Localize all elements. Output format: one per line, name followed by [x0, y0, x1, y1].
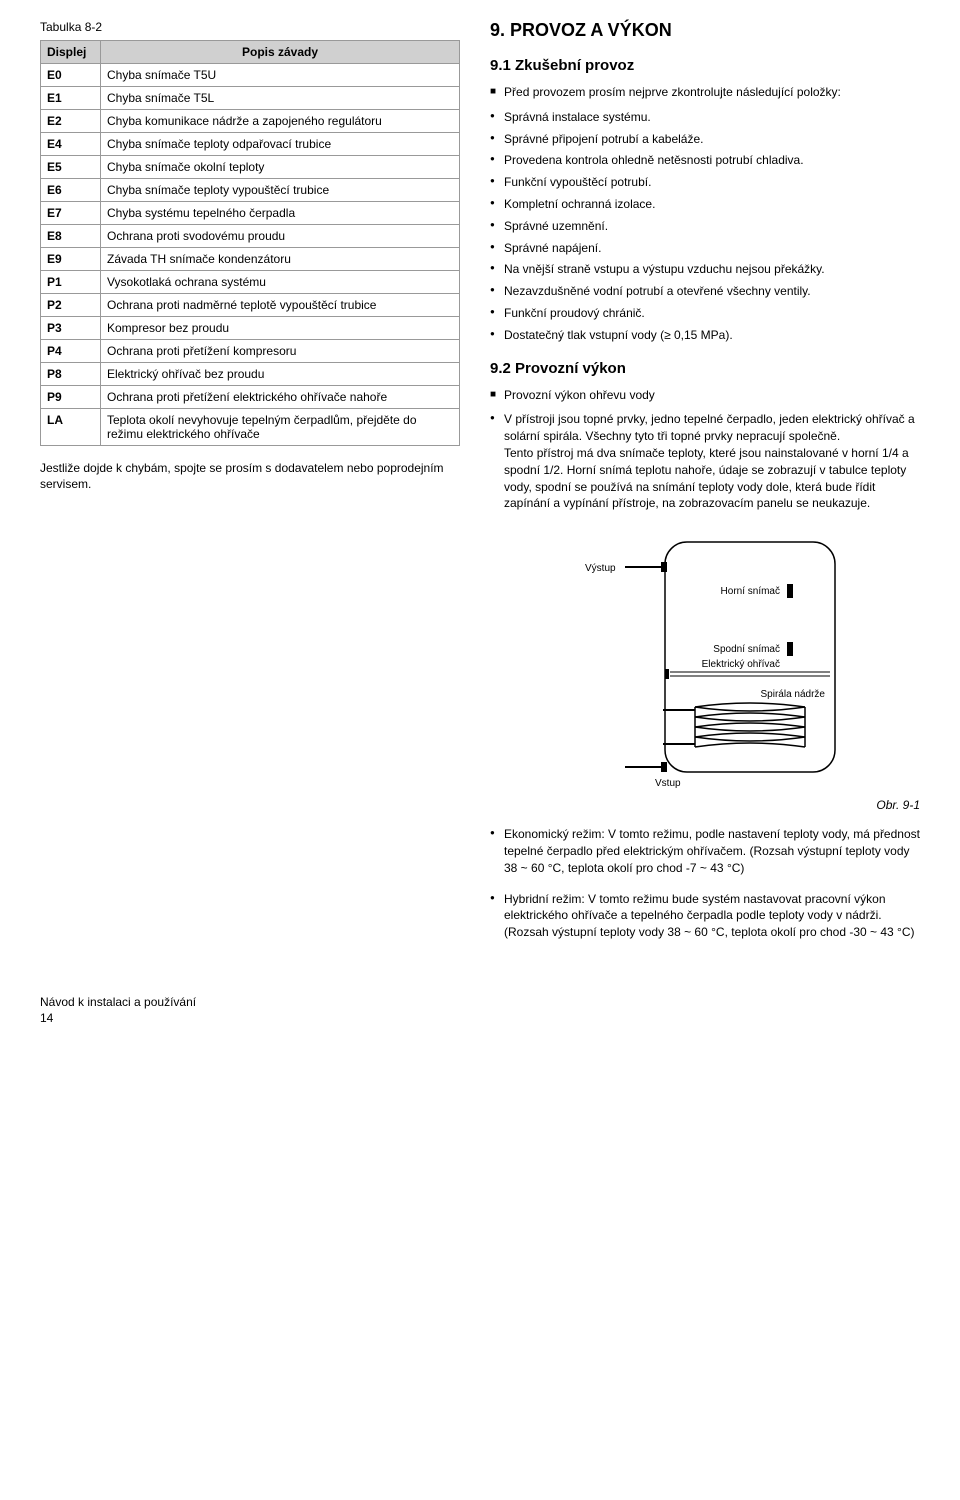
error-code: E5 [41, 156, 101, 179]
list-item: Na vnější straně vstupu a výstupu vzduch… [490, 261, 920, 278]
table-header-code: Displej [41, 41, 101, 64]
section-9-2-title: 9.2 Provozní výkon [490, 360, 920, 377]
error-desc: Ochrana proti přetížení kompresoru [101, 340, 460, 363]
diagram-label-vystup: Výstup [585, 563, 616, 574]
list-item: Funkční proudový chránič. [490, 305, 920, 322]
diagram-label-spirala: Spirála nádrže [761, 689, 826, 700]
error-desc: Chyba systému tepelného čerpadla [101, 202, 460, 225]
error-code: E9 [41, 248, 101, 271]
section-9-1-lead: ■ Před provozem prosím nejprve zkontrolu… [490, 84, 920, 101]
list-item: Hybridní režim: V tomto režimu bude syst… [490, 891, 920, 941]
error-desc: Ochrana proti svodovému proudu [101, 225, 460, 248]
error-code: E8 [41, 225, 101, 248]
list-item: Správné připojení potrubí a kabeláže. [490, 131, 920, 148]
error-code: P4 [41, 340, 101, 363]
section-9-2-para: V přístroji jsou topné prvky, jedno tepe… [490, 411, 920, 512]
section-9-2-modes-list: Ekonomický režim: V tomto režimu, podle … [490, 826, 920, 941]
table-row: P8Elektrický ohřívač bez proudu [41, 363, 460, 386]
table-row: E1Chyba snímače T5L [41, 87, 460, 110]
error-desc: Ochrana proti přetížení elektrického ohř… [101, 386, 460, 409]
error-desc: Vysokotlaká ochrana systému [101, 271, 460, 294]
error-code: P2 [41, 294, 101, 317]
error-code: P1 [41, 271, 101, 294]
error-desc: Chyba snímače T5U [101, 64, 460, 87]
error-code: E6 [41, 179, 101, 202]
square-bullet-icon: ■ [490, 387, 496, 404]
tank-diagram-svg: Výstup Horní snímač Spodní snímač Elektr… [535, 532, 875, 792]
table-row: E5Chyba snímače okolní teploty [41, 156, 460, 179]
error-code: E4 [41, 133, 101, 156]
table-row: P4Ochrana proti přetížení kompresoru [41, 340, 460, 363]
section-9-1-list: Správná instalace systému. Správné připoj… [490, 109, 920, 344]
footer-page-number: 14 [40, 1011, 920, 1025]
diagram-label-ohrivac: Elektrický ohřívač [702, 659, 780, 670]
list-item: Funkční vypouštěcí potrubí. [490, 174, 920, 191]
table-row: P9Ochrana proti přetížení elektrického o… [41, 386, 460, 409]
error-code: E7 [41, 202, 101, 225]
error-code-table: Displej Popis závady E0Chyba snímače T5U… [40, 40, 460, 446]
section-9-2-para-list: V přístroji jsou topné prvky, jedno tepe… [490, 411, 920, 512]
table-row: E7Chyba systému tepelného čerpadla [41, 202, 460, 225]
error-desc: Elektrický ohřívač bez proudu [101, 363, 460, 386]
list-item: Správná instalace systému. [490, 109, 920, 126]
diagram-label-horni: Horní snímač [721, 586, 780, 597]
error-desc: Chyba komunikace nádrže a zapojeného reg… [101, 110, 460, 133]
table-row: E2Chyba komunikace nádrže a zapojeného r… [41, 110, 460, 133]
diagram-label-vstup: Vstup [655, 778, 681, 789]
diagram-label-spodni: Spodní snímač [713, 644, 780, 655]
page-footer: Návod k instalaci a používání 14 [40, 995, 920, 1025]
error-code: P8 [41, 363, 101, 386]
error-desc: Teplota okolí nevyhovuje tepelným čerpad… [101, 409, 460, 446]
tank-diagram: Výstup Horní snímač Spodní snímač Elektr… [490, 532, 920, 792]
square-bullet-icon: ■ [490, 84, 496, 101]
table-header-desc: Popis závady [101, 41, 460, 64]
error-code: LA [41, 409, 101, 446]
error-desc: Chyba snímače T5L [101, 87, 460, 110]
error-code: E0 [41, 64, 101, 87]
table-row: E8Ochrana proti svodovému proudu [41, 225, 460, 248]
table-row: E4Chyba snímače teploty odpařovací trubi… [41, 133, 460, 156]
list-item: Ekonomický režim: V tomto režimu, podle … [490, 826, 920, 876]
table-caption: Tabulka 8-2 [40, 20, 460, 34]
error-desc: Ochrana proti nadměrné teplotě vypouštěc… [101, 294, 460, 317]
error-code: P9 [41, 386, 101, 409]
footer-doc-title: Návod k instalaci a používání [40, 995, 920, 1009]
table-row: E6Chyba snímače teploty vypouštěcí trubi… [41, 179, 460, 202]
list-item: Správné napájení. [490, 240, 920, 257]
error-code: E2 [41, 110, 101, 133]
table-row: P2Ochrana proti nadměrné teplotě vypoušt… [41, 294, 460, 317]
section-9-1-title: 9.1 Zkušební provoz [490, 57, 920, 74]
figure-caption: Obr. 9-1 [490, 798, 920, 812]
error-desc: Kompresor bez proudu [101, 317, 460, 340]
error-desc: Závada TH snímače kondenzátoru [101, 248, 460, 271]
table-row: P3Kompresor bez proudu [41, 317, 460, 340]
table-row: LATeplota okolí nevyhovuje tepelným čerp… [41, 409, 460, 446]
error-code: P3 [41, 317, 101, 340]
section-9-2-lead-text: Provozní výkon ohřevu vody [504, 387, 655, 404]
list-item: Správné uzemnění. [490, 218, 920, 235]
list-item: Nezavzdušněné vodní potrubí a otevřené v… [490, 283, 920, 300]
list-item: Dostatečný tlak vstupní vody (≥ 0,15 MPa… [490, 327, 920, 344]
error-desc: Chyba snímače okolní teploty [101, 156, 460, 179]
list-item: Kompletní ochranná izolace. [490, 196, 920, 213]
table-footnote: Jestliže dojde k chybám, spojte se prosí… [40, 460, 460, 492]
table-row: E0Chyba snímače T5U [41, 64, 460, 87]
error-desc: Chyba snímače teploty vypouštěcí trubice [101, 179, 460, 202]
table-row: E9Závada TH snímače kondenzátoru [41, 248, 460, 271]
error-code: E1 [41, 87, 101, 110]
list-item: Provedena kontrola ohledně netěsnosti po… [490, 152, 920, 169]
section-9-2-lead: ■ Provozní výkon ohřevu vody [490, 387, 920, 404]
table-row: P1Vysokotlaká ochrana systému [41, 271, 460, 294]
error-desc: Chyba snímače teploty odpařovací trubice [101, 133, 460, 156]
section-9-1-lead-text: Před provozem prosím nejprve zkontrolujt… [504, 84, 841, 101]
section-9-title: 9. PROVOZ A VÝKON [490, 20, 920, 41]
